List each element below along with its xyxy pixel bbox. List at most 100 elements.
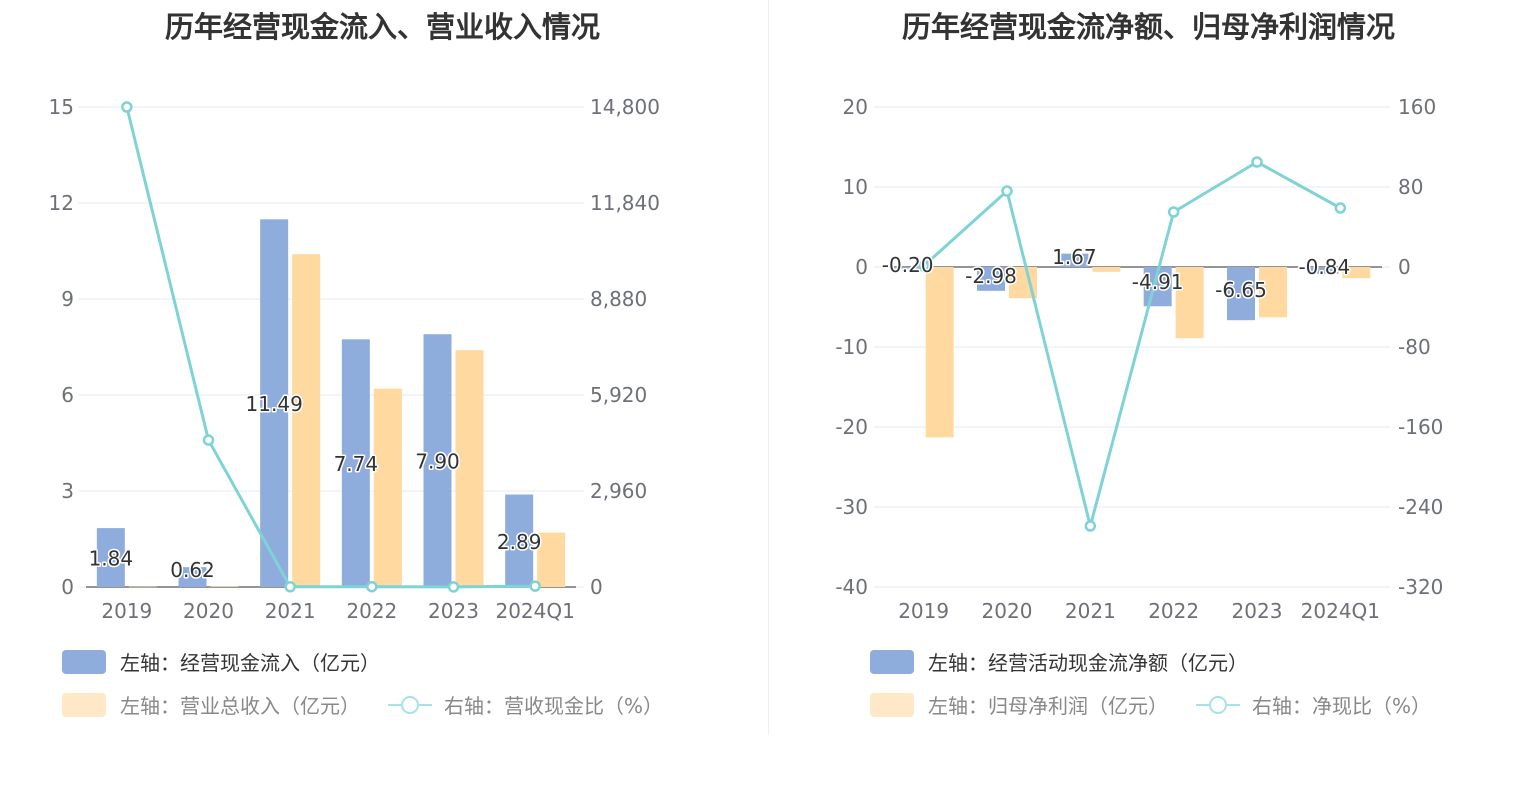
legend-swatch-bar	[62, 649, 106, 674]
ratio-point	[529, 580, 541, 592]
legend-label: 经营活动现金流净额（亿元）	[988, 651, 1248, 675]
y-tick-label-right: -320	[1398, 575, 1443, 599]
bar-primary	[178, 567, 207, 587]
chart-plot-area: -40 -320 -30 -240 -20 -160 -10 -80 0 0 10 80 20 160 20…	[835, 95, 1443, 623]
y-tick-label-right: -160	[1398, 415, 1443, 439]
y-tick-label-left: -10	[835, 335, 868, 359]
legend-row-2: 左轴： 归母净利润（亿元） 右轴： 净现比（%）	[870, 690, 1459, 719]
bar-primary	[341, 339, 370, 587]
x-tick-label: 2021	[265, 599, 316, 623]
bar-primary	[423, 334, 452, 587]
bar-primary	[1227, 267, 1255, 321]
x-tick-label: 2023	[428, 599, 479, 623]
legend-swatch-bar	[62, 692, 106, 717]
ratio-point	[121, 101, 133, 113]
ratio-point	[1167, 206, 1180, 218]
y-tick-label-left: -30	[835, 495, 868, 519]
legend-swatch-bar	[870, 692, 914, 717]
y-tick-label-right: 5,920	[590, 383, 647, 407]
chart-title: 历年经营现金流入、营业收入情况	[164, 10, 600, 44]
legend-swatch-line-icon	[388, 693, 432, 717]
ratio-point	[1001, 185, 1013, 197]
legend-prefix: 右轴：	[444, 694, 504, 718]
y-tick-label-right: 0	[590, 575, 603, 599]
bar-primary	[96, 528, 125, 587]
bar-value-label: 2.89	[497, 530, 542, 554]
legend-label: 经营现金流入（亿元）	[180, 651, 380, 675]
y-tick-label-right: -80	[1398, 335, 1431, 359]
bar-secondary	[455, 350, 484, 587]
legend-item-total-revenue[interactable]: 左轴： 营业总收入（亿元）	[62, 690, 360, 719]
legend-item-operating-cash-inflow[interactable]: 左轴： 经营现金流入（亿元）	[62, 647, 380, 676]
bar-value-label: -0.84	[1298, 255, 1350, 279]
ratio-point	[284, 581, 296, 593]
bar-value-label: -4.91	[1132, 270, 1184, 294]
legend-prefix: 左轴：	[928, 694, 988, 718]
legend-prefix: 右轴：	[1252, 694, 1312, 718]
bar-secondary	[1342, 267, 1371, 279]
bar-primary	[977, 267, 1005, 291]
legend-label: 净现比（%）	[1312, 694, 1432, 718]
x-tick-label: 2024Q1	[495, 599, 574, 623]
chart-plot-area: 0 0 3 2,960 6 5,920 9 8,880 12 11,840 15 14,800 2019…	[49, 95, 660, 623]
x-tick-label: 2019	[898, 599, 949, 623]
y-tick-label-left: 15	[49, 95, 74, 119]
bar-secondary	[128, 586, 157, 588]
bar-value-label: -2.98	[965, 264, 1017, 288]
x-tick-label: 2019	[101, 599, 152, 623]
y-tick-label-right: -240	[1398, 495, 1443, 519]
y-tick-label-right: 11,840	[590, 191, 660, 215]
bar-secondary	[1175, 267, 1204, 339]
legend-swatch-line-icon	[1196, 693, 1240, 717]
x-tick-label: 2021	[1065, 599, 1116, 623]
bar-secondary	[925, 267, 954, 438]
y-tick-label-right: 8,880	[590, 287, 647, 311]
bar-value-label: 0.62	[170, 558, 215, 582]
ratio-line	[922, 160, 1342, 528]
y-tick-label-left: -40	[835, 575, 868, 599]
legend-row-1: 左轴： 经营现金流入（亿元）	[62, 647, 408, 676]
ratio-point	[447, 581, 460, 593]
ratio-point	[1334, 202, 1347, 214]
bar-value-label: 1.67	[1052, 245, 1097, 269]
ratio-point	[917, 260, 930, 272]
x-tick-label: 2020	[183, 599, 234, 623]
ratio-line	[125, 106, 536, 589]
legend-item-net-operating-cash-flow[interactable]: 左轴： 经营活动现金流净额（亿元）	[870, 647, 1248, 676]
legend-item-net-cash-ratio[interactable]: 右轴： 净现比（%）	[1196, 690, 1431, 719]
bar-secondary	[1259, 267, 1287, 318]
bar-secondary	[292, 254, 321, 587]
y-tick-label-right: 80	[1398, 175, 1423, 199]
y-tick-label-left: 20	[843, 95, 868, 119]
ratio-point	[1084, 520, 1097, 532]
x-tick-label: 2023	[1232, 599, 1283, 623]
panel-divider	[768, 0, 769, 735]
y-tick-label-left: 10	[843, 175, 868, 199]
y-tick-label-right: 2,960	[590, 479, 647, 503]
x-tick-label: 2022	[346, 599, 397, 623]
y-tick-label-right: 0	[1398, 255, 1411, 279]
x-tick-label: 2022	[1148, 599, 1199, 623]
bar-secondary	[373, 388, 402, 587]
y-tick-label-left: 9	[61, 287, 74, 311]
bar-secondary	[1092, 267, 1121, 272]
legend-prefix: 左轴：	[120, 651, 180, 675]
bar-value-label: 7.74	[334, 452, 379, 476]
y-tick-label-left: 3	[61, 479, 74, 503]
bar-secondary	[210, 586, 239, 587]
y-tick-label-left: 0	[61, 575, 74, 599]
bar-value-label: -0.20	[882, 253, 934, 277]
bar-primary	[1060, 253, 1089, 267]
bar-primary	[505, 494, 534, 587]
legend-item-revenue-cash-ratio[interactable]: 右轴： 营收现金比（%）	[388, 690, 663, 719]
ratio-point	[1251, 156, 1263, 168]
ratio-point	[366, 580, 378, 593]
legend-item-net-profit[interactable]: 左轴： 归母净利润（亿元）	[870, 690, 1168, 719]
legend-prefix: 左轴：	[120, 694, 180, 718]
legend-row-1: 左轴： 经营活动现金流净额（亿元）	[870, 647, 1276, 676]
bar-primary	[260, 219, 289, 587]
y-tick-label-right: 14,800	[590, 95, 660, 119]
chart-panel-left: 历年经营现金流入、营业收入情况 0 0 3 2,960 6 5,920 9 8,880 12 11…	[0, 0, 765, 786]
chart-panel-right: 历年经营现金流净额、归母净利润情况 -40 -320 -30 -240 -20 -160-…	[766, 0, 1531, 786]
y-tick-label-left: 12	[49, 191, 74, 215]
